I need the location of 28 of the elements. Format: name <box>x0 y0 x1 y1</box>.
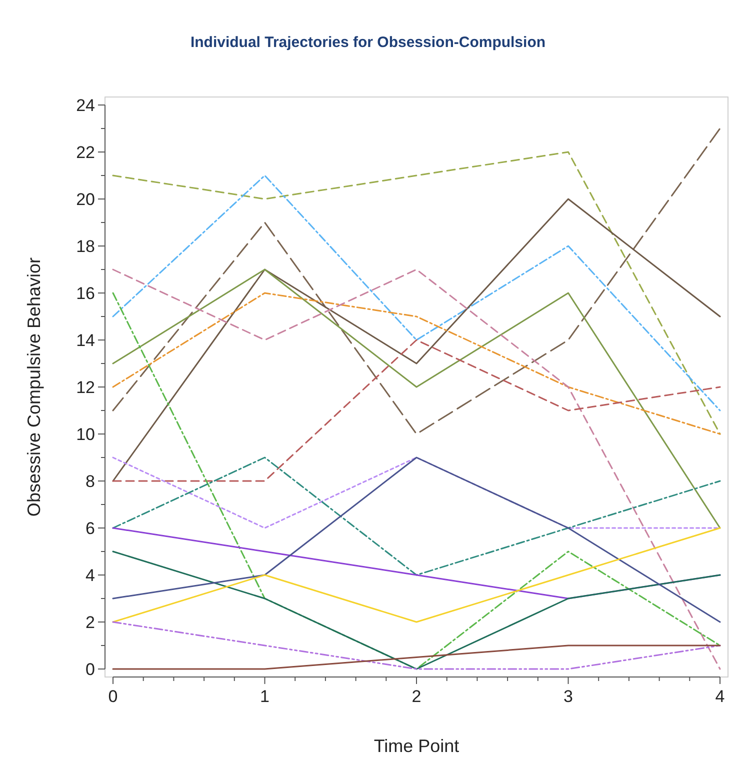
x-tick-label: 2 <box>412 687 422 706</box>
y-tick-label: 12 <box>76 378 95 397</box>
x-tick-label: 3 <box>564 687 573 706</box>
y-tick-label: 14 <box>76 330 95 350</box>
y-tick-label: 8 <box>86 472 95 491</box>
line-series <box>112 292 721 435</box>
line-series <box>112 174 721 412</box>
line-series <box>112 550 721 670</box>
y-tick-label: 22 <box>76 142 95 162</box>
y-axis-title: Obsessive Compulsive Behavior <box>24 257 44 517</box>
line-series <box>112 456 721 623</box>
x-tick-label: 4 <box>715 687 725 706</box>
y-tick-label: 18 <box>76 236 95 256</box>
y-tick-label: 16 <box>76 284 95 303</box>
y-tick-label: 10 <box>76 424 95 444</box>
x-tick-label: 1 <box>260 687 270 706</box>
y-tick-label: 0 <box>86 660 95 679</box>
line-series <box>112 456 721 576</box>
x-axis-title: Time Point <box>374 736 460 756</box>
y-tick-label: 24 <box>76 96 95 115</box>
x-tick-label: 0 <box>108 687 118 706</box>
y-tick-label: 20 <box>76 190 95 209</box>
y-tick-label: 6 <box>86 518 95 538</box>
line-series <box>112 268 721 529</box>
line-series <box>112 339 721 482</box>
chart-title: Individual Trajectories for Obsession-Compulsion <box>190 34 546 51</box>
y-tick-label: 2 <box>86 612 95 632</box>
y-tick-label: 4 <box>86 566 95 585</box>
